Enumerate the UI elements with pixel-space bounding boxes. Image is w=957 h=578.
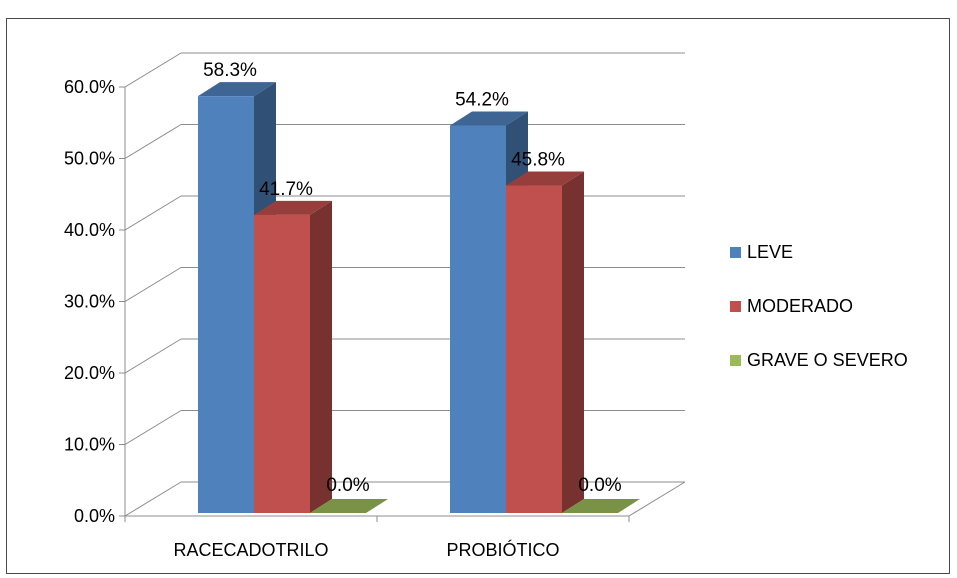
legend-swatch-moderado [730,301,741,312]
data-label: 0.0% [326,475,369,496]
y-tick-label: 40.0% [64,220,115,240]
y-tick-label: 0.0% [74,506,115,526]
y-tick-label: 20.0% [64,363,115,383]
legend-item-grave: GRAVE O SEVERO [730,346,908,375]
legend-item-moderado: MODERADO [730,292,908,321]
y-tick-label: 10.0% [64,435,115,455]
gridline-side [124,481,182,517]
legend-swatch-grave [730,355,741,366]
y-tick-label: 30.0% [64,292,115,312]
bar-top [198,82,276,97]
data-label: 58.3% [203,60,257,81]
bar-side [310,200,332,513]
bar-top [254,200,332,215]
legend-label-moderado: MODERADO [747,296,854,316]
legend-label-grave: GRAVE O SEVERO [747,350,908,370]
chart-legend: LEVE MODERADO GRAVE O SEVERO [730,238,908,400]
data-label: 54.2% [455,89,509,110]
gridline-side [124,124,182,159]
bar [254,214,310,513]
bar [450,125,506,513]
floor-edge [628,481,686,517]
gridline-side [124,410,182,445]
category-label: RACECADOTRILO [173,540,328,560]
data-label: 45.8% [511,150,565,171]
legend-item-leve: LEVE [730,238,908,267]
y-tick-label: 50.0% [64,149,115,169]
bar-top [562,499,640,513]
legend-label-leve: LEVE [747,242,794,262]
gridline-side [124,338,182,374]
data-label: 0.0% [578,475,621,496]
bar [198,96,254,513]
bar-top [310,499,388,513]
bar [506,185,562,513]
bar-side [562,171,584,513]
data-label: 41.7% [259,179,313,200]
category-label: PROBIÓTICO [446,539,559,560]
bar-top [450,111,528,126]
gridline-side [124,52,182,88]
legend-swatch-leve [730,247,741,258]
bar-top [506,171,584,186]
gridline-side [124,195,182,231]
gridline-side [124,267,182,302]
y-tick-label: 60.0% [64,77,115,97]
